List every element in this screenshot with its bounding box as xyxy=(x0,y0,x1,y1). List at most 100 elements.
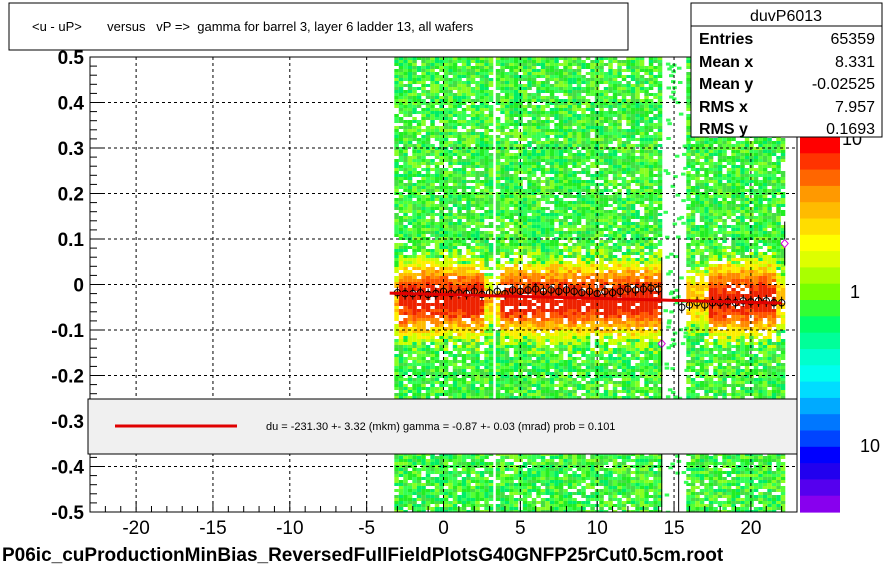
heatmap-cell xyxy=(452,300,458,303)
heatmap-cell xyxy=(412,144,417,147)
heatmap-cell xyxy=(403,486,408,489)
heatmap-cell xyxy=(452,282,458,285)
heatmap-cell xyxy=(443,120,449,123)
heatmap-cell xyxy=(540,96,546,99)
heatmap-cell xyxy=(470,90,476,93)
heatmap-cell xyxy=(558,189,564,192)
heatmap-cell xyxy=(452,75,458,78)
heatmap-cell xyxy=(398,507,404,510)
heatmap-cell xyxy=(599,144,604,147)
heatmap-cell xyxy=(443,255,449,258)
heatmap-cell xyxy=(545,78,550,81)
heatmap-cell xyxy=(475,498,480,501)
heatmap-cell xyxy=(416,309,422,312)
heatmap-cell xyxy=(398,138,404,141)
heatmap-cell xyxy=(403,318,408,321)
heatmap-cell xyxy=(425,378,431,381)
heatmap-cell xyxy=(590,207,595,210)
heatmap-cell xyxy=(457,69,462,72)
heatmap-cell xyxy=(488,138,494,141)
heatmap-cell xyxy=(461,507,467,510)
heatmap-cell xyxy=(443,459,449,462)
heatmap-cell xyxy=(617,90,622,93)
heatmap-cell xyxy=(479,153,485,156)
heatmap-cell xyxy=(572,63,577,66)
heatmap-cell xyxy=(416,387,422,390)
heatmap-cell xyxy=(590,165,595,168)
heatmap-cell xyxy=(540,120,546,123)
heatmap-cell xyxy=(527,177,532,180)
heatmap-cell xyxy=(484,252,489,255)
heatmap-cell xyxy=(504,120,510,123)
heatmap-cell xyxy=(403,234,408,237)
heatmap-cell xyxy=(522,171,528,174)
heatmap-cell xyxy=(466,285,471,288)
heatmap-cell xyxy=(407,285,413,288)
heatmap-cell xyxy=(461,81,467,84)
heatmap-cell xyxy=(403,246,408,249)
heatmap-cell xyxy=(434,396,440,399)
heatmap-cell xyxy=(612,78,618,81)
heatmap-cell xyxy=(425,72,431,75)
heatmap-cell xyxy=(536,126,541,129)
heatmap-cell xyxy=(567,132,573,135)
heatmap-cell xyxy=(394,483,399,486)
heatmap-cell xyxy=(500,105,505,108)
heatmap-cell xyxy=(594,144,600,147)
heatmap-cell xyxy=(398,336,404,339)
heatmap-cell xyxy=(599,63,604,66)
heatmap-cell xyxy=(461,378,467,381)
heatmap-cell xyxy=(549,210,555,213)
heatmap-cell xyxy=(536,159,541,162)
heatmap-cell xyxy=(522,63,528,66)
heatmap-cell xyxy=(421,357,426,360)
heatmap-cell xyxy=(612,69,618,72)
heatmap-cell xyxy=(461,195,467,198)
heatmap-cell xyxy=(394,57,399,60)
heatmap-cell xyxy=(644,192,649,195)
heatmap-cell xyxy=(567,183,573,186)
heatmap-cell xyxy=(425,372,431,375)
heatmap-cell xyxy=(475,234,480,237)
heatmap-cell xyxy=(504,147,510,150)
heatmap-cell xyxy=(421,162,426,165)
heatmap-cell xyxy=(421,246,426,249)
heatmap-cell xyxy=(567,225,573,228)
heatmap-cell xyxy=(599,81,604,84)
heatmap-cell xyxy=(412,213,417,216)
heatmap-cell xyxy=(412,153,417,156)
heatmap-cell xyxy=(403,276,408,279)
heatmap-cell xyxy=(644,219,649,222)
heatmap-cell xyxy=(394,150,399,153)
heatmap-cell xyxy=(558,57,564,60)
heatmap-cell xyxy=(434,117,440,120)
heatmap-cell xyxy=(421,384,426,387)
heatmap-cell xyxy=(630,69,636,72)
heatmap-cell xyxy=(475,165,480,168)
heatmap-cell xyxy=(407,462,413,465)
heatmap-cell xyxy=(567,57,573,60)
heatmap-cell xyxy=(443,99,449,102)
heatmap-cell xyxy=(635,234,640,237)
heatmap-cell xyxy=(421,486,426,489)
heatmap-cell xyxy=(403,264,408,267)
heatmap-cell xyxy=(626,117,631,120)
heatmap-cell xyxy=(425,492,431,495)
heatmap-cell xyxy=(590,111,595,114)
heatmap-cell xyxy=(466,486,471,489)
heatmap-cell xyxy=(452,318,458,321)
heatmap-cell xyxy=(412,459,417,462)
heatmap-cell xyxy=(540,165,546,168)
heatmap-cell xyxy=(599,129,604,132)
heatmap-cell xyxy=(630,210,636,213)
heatmap-cell xyxy=(430,252,435,255)
heatmap-cell xyxy=(488,156,494,159)
heatmap-cell xyxy=(461,486,467,489)
heatmap-cell xyxy=(416,99,422,102)
heatmap-cell xyxy=(452,189,458,192)
heatmap-cell xyxy=(416,360,422,363)
heatmap-cell xyxy=(531,63,537,66)
heatmap-cell xyxy=(527,198,532,201)
heatmap-cell xyxy=(657,63,663,66)
heatmap-cell xyxy=(439,120,444,123)
